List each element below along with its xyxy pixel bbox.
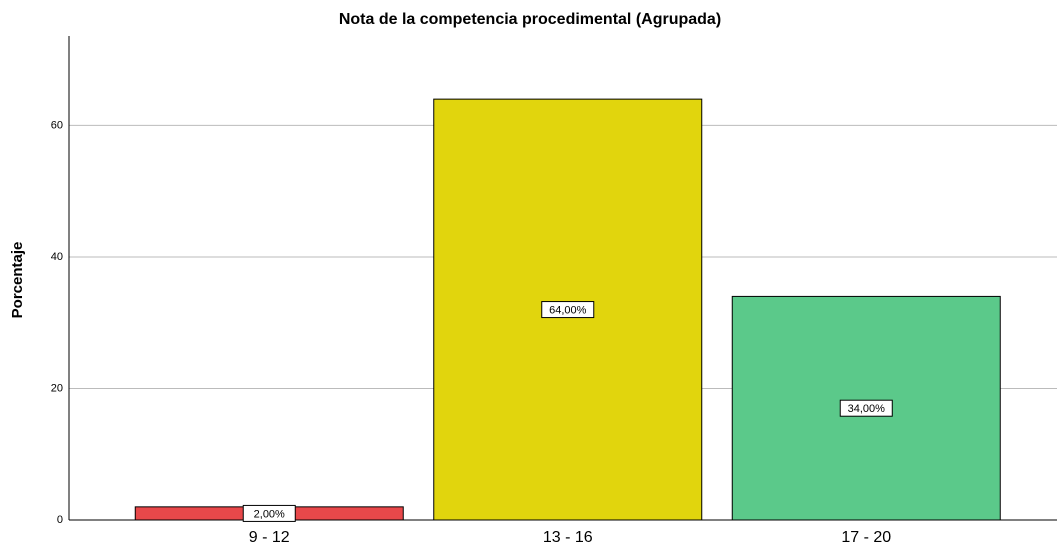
value-label-box <box>242 504 296 522</box>
x-tick-label: 17 - 20 <box>841 529 891 546</box>
y-axis-label: Porcentaje <box>9 242 26 319</box>
value-label-box <box>839 399 893 417</box>
value-label: 34,00% <box>848 403 886 415</box>
x-tick-label: 13 - 16 <box>543 529 593 546</box>
value-label: 2,00% <box>254 508 285 520</box>
value-label: 64,00% <box>549 304 587 316</box>
y-tick-label: 60 <box>51 119 63 131</box>
y-tick-label: 40 <box>51 251 63 263</box>
chart-title: Nota de la competencia procedimental (Ag… <box>339 11 721 28</box>
y-tick-label: 20 <box>51 382 63 394</box>
value-label-box <box>541 301 595 319</box>
y-tick-label: 0 <box>57 514 63 526</box>
x-tick-label: 9 - 12 <box>249 529 290 546</box>
